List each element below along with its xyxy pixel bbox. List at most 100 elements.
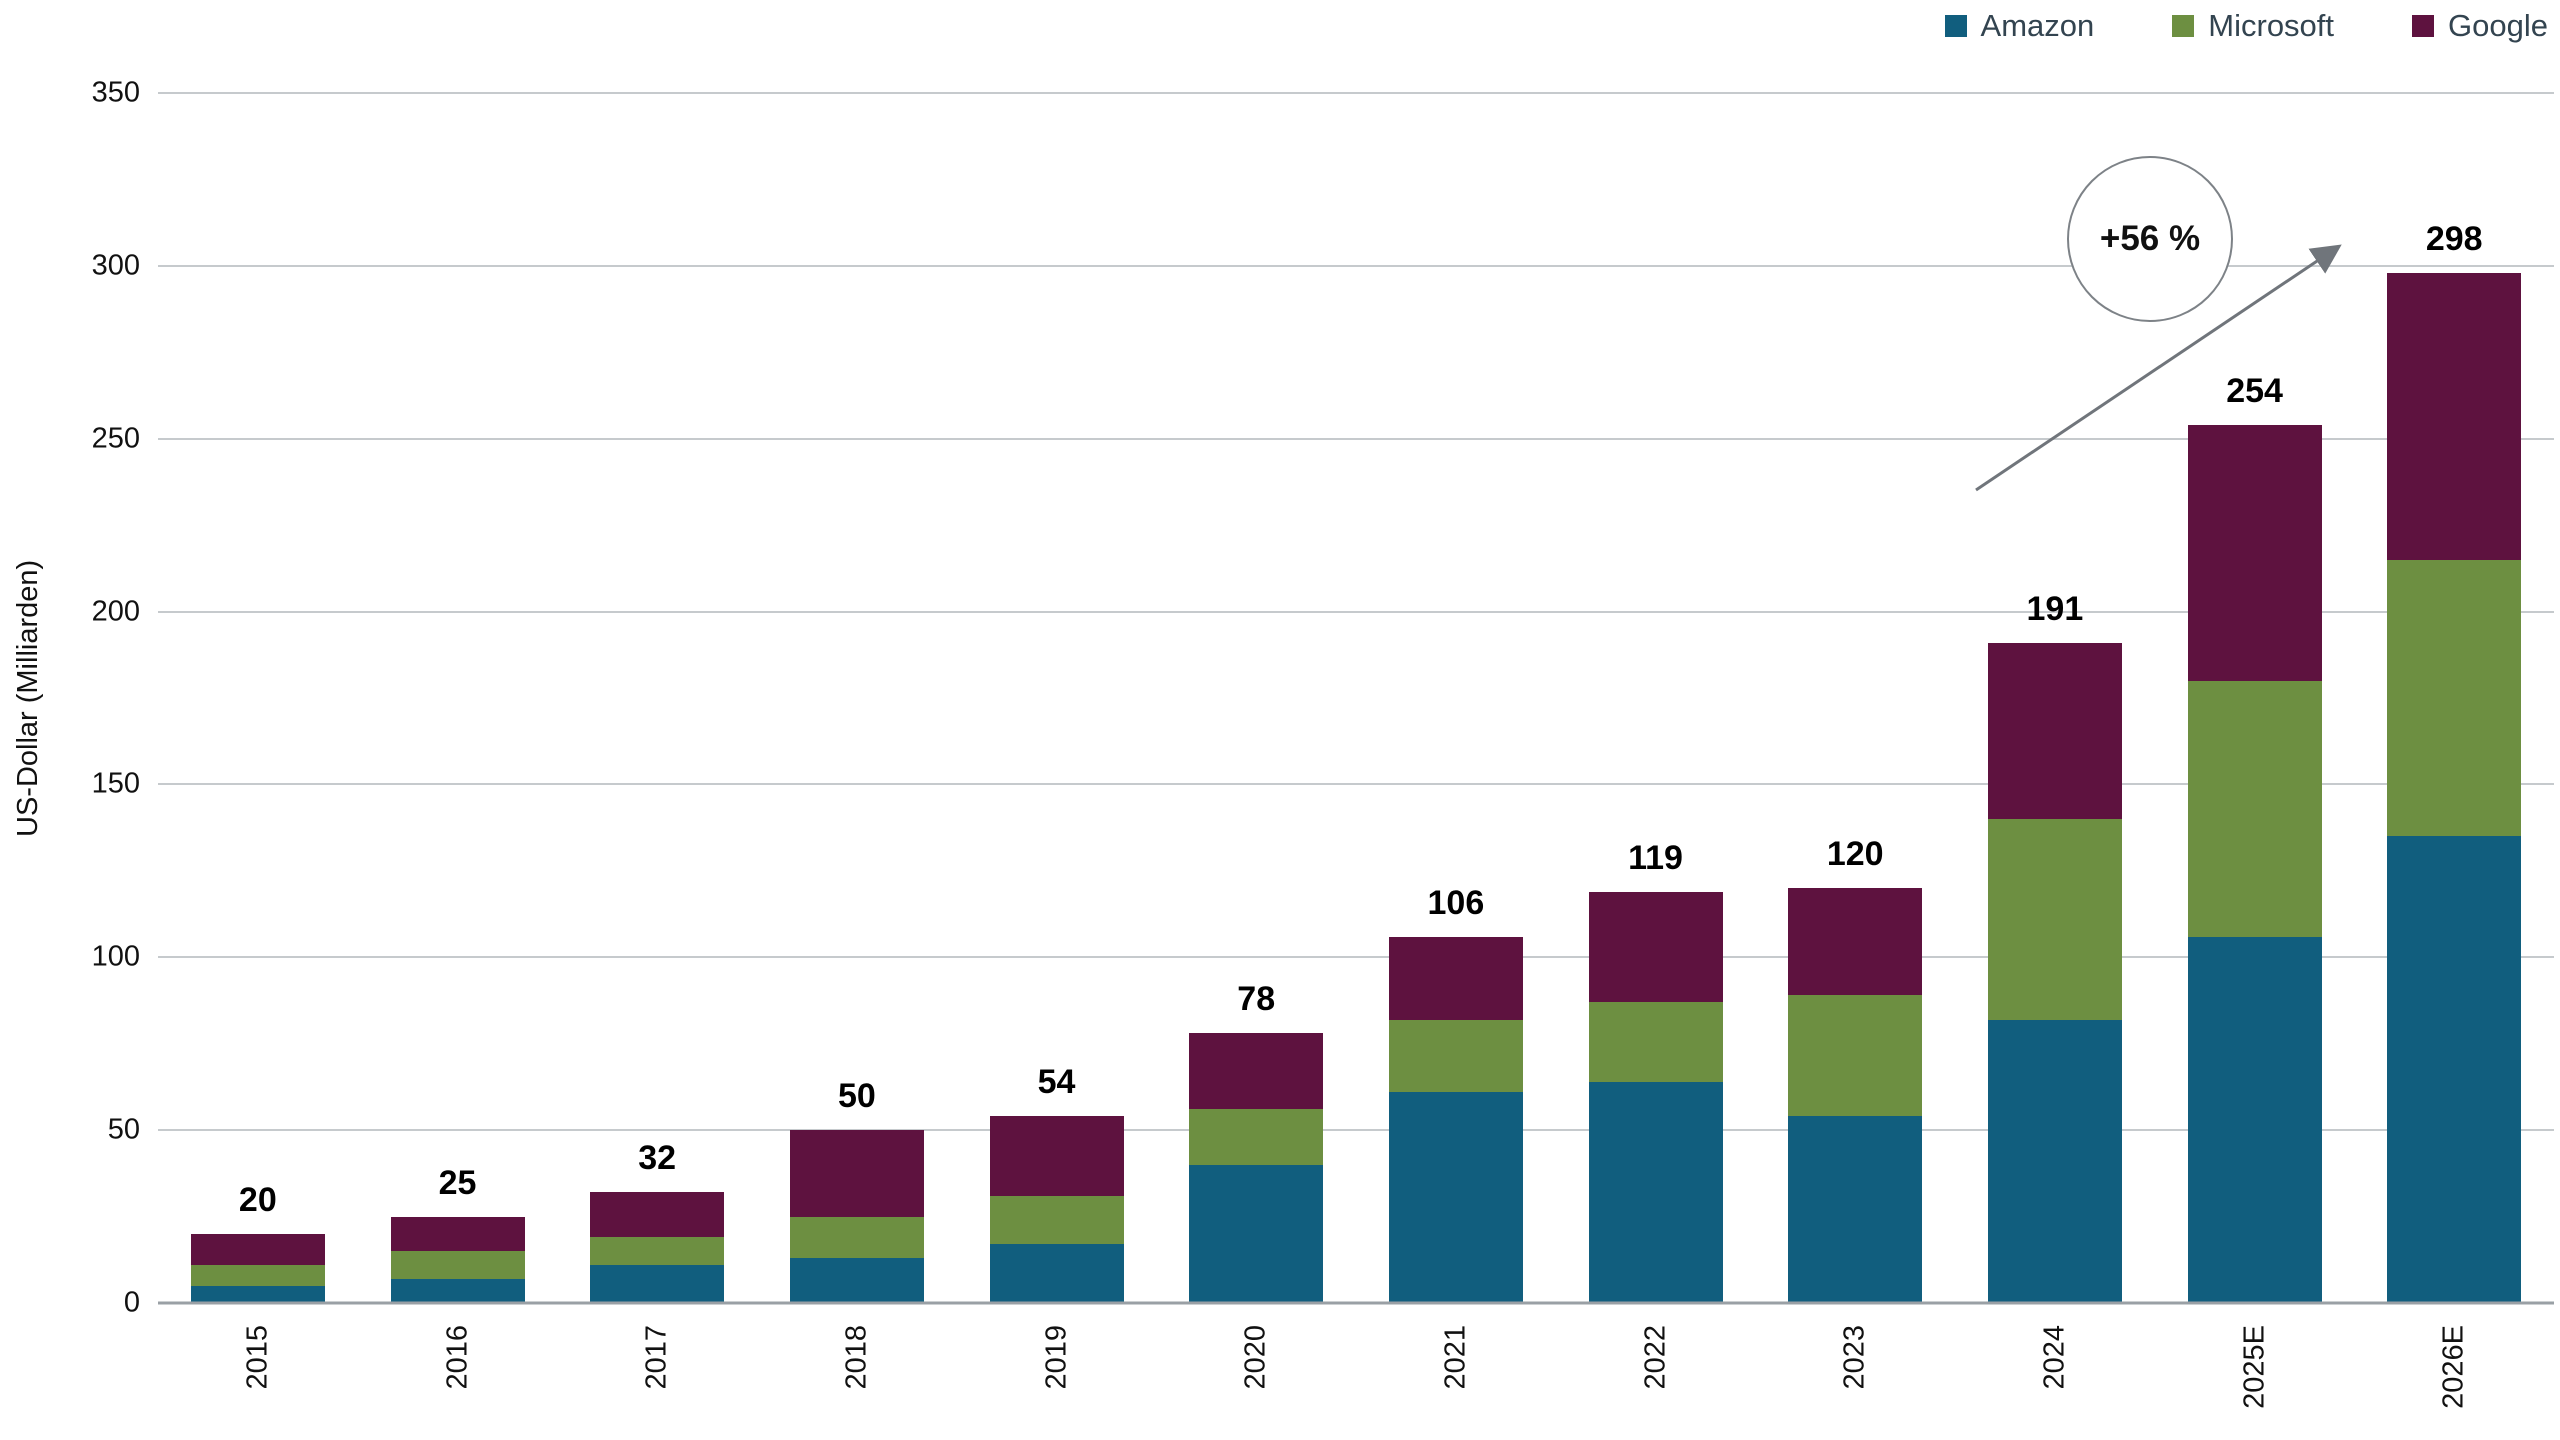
plot-area: 20 2015 25 2016 32 2017 50 2018 54 2019 78 2020 106 2… xyxy=(158,92,2554,1409)
bar-segment-google xyxy=(1588,891,1723,1003)
bar-segment-amazon xyxy=(2387,836,2522,1303)
bar-segment-amazon xyxy=(190,1285,325,1303)
bar-segment-microsoft xyxy=(390,1251,525,1279)
stacked-bar-2023 xyxy=(1788,888,1923,1303)
stacked-bar-2025e xyxy=(2187,424,2322,1303)
bar-segment-microsoft xyxy=(989,1195,1124,1245)
bar-total-label: 106 xyxy=(1427,883,1485,922)
y-tick-label: 350 xyxy=(91,76,140,109)
y-axis-title: US-Dollar (Milliarden) xyxy=(12,559,44,837)
legend-swatch-microsoft xyxy=(2172,15,2195,37)
bar-segment-google xyxy=(989,1116,1124,1196)
bar-segment-microsoft xyxy=(590,1237,725,1265)
legend-label: Amazon xyxy=(1980,8,2095,43)
bar-total-label: 25 xyxy=(438,1163,477,1202)
stacked-bar-2026e xyxy=(2387,272,2522,1303)
bar-segment-amazon xyxy=(1189,1164,1324,1303)
stacked-bar-2015 xyxy=(190,1233,325,1303)
stacked-bar-2024 xyxy=(1987,642,2122,1303)
bar-total-label: 191 xyxy=(2026,589,2084,628)
bar-total-label: 120 xyxy=(1826,835,1884,874)
bar-segment-amazon xyxy=(1388,1092,1523,1303)
bar-group-2025e: 254 2025E xyxy=(2155,93,2355,1409)
legend-swatch-amazon xyxy=(1944,15,1967,37)
stacked-bar-2021 xyxy=(1388,936,1523,1303)
bar-segment-amazon xyxy=(1788,1116,1923,1303)
x-axis-line xyxy=(158,1301,2554,1305)
bar-segment-microsoft xyxy=(1388,1019,1523,1093)
y-tick-label: 100 xyxy=(91,940,140,973)
x-tick-label: 2021 xyxy=(1439,1325,1472,1390)
bar-group-2016: 25 2016 xyxy=(358,93,558,1390)
bar-segment-google xyxy=(190,1233,325,1265)
stacked-bar-2019 xyxy=(989,1116,1124,1303)
bar-total-label: 119 xyxy=(1628,838,1683,877)
bar-group-2026e: 298 2026E xyxy=(2354,93,2554,1409)
bar-group-2021: 106 2021 xyxy=(1356,93,1556,1390)
bar-segment-amazon xyxy=(590,1264,725,1303)
bar-segment-amazon xyxy=(789,1258,924,1303)
x-tick-label: 2016 xyxy=(441,1325,473,1390)
bar-segment-google xyxy=(590,1192,725,1238)
bar-total-label: 20 xyxy=(238,1180,277,1219)
x-tick-label: 2026E xyxy=(2437,1325,2470,1409)
bar-group-2015: 20 2015 xyxy=(158,93,358,1390)
bar-total-label: 298 xyxy=(2425,219,2483,258)
bar-segment-amazon xyxy=(2187,936,2322,1303)
legend: Amazon Microsoft Google xyxy=(1944,8,2548,44)
bar-segment-google xyxy=(1788,888,1923,996)
x-tick-label: 2018 xyxy=(840,1325,873,1390)
bar-segment-google xyxy=(1987,642,2122,820)
bar-segment-google xyxy=(2187,424,2322,681)
bar-group-2020: 78 2020 xyxy=(1156,93,1356,1390)
legend-label: Google xyxy=(2448,8,2548,43)
y-tick-label: 200 xyxy=(91,595,140,628)
bar-segment-google xyxy=(789,1130,924,1217)
bar-group-2023: 120 2023 xyxy=(1755,93,1955,1390)
x-tick-label: 2023 xyxy=(1838,1325,1871,1390)
bar-total-label: 32 xyxy=(638,1139,677,1178)
y-tick-label: 250 xyxy=(91,422,140,455)
bar-segment-microsoft xyxy=(1588,1002,1723,1082)
gridline xyxy=(158,264,2554,267)
gridline xyxy=(158,610,2554,613)
bar-group-2019: 54 2019 xyxy=(957,93,1157,1390)
legend-item-microsoft: Microsoft xyxy=(2172,8,2334,44)
x-tick-label: 2024 xyxy=(2038,1325,2071,1390)
bar-segment-microsoft xyxy=(1987,819,2122,1020)
bar-group-2018: 50 2018 xyxy=(757,93,957,1390)
bar-segment-amazon xyxy=(1987,1019,2122,1303)
y-tick-label: 300 xyxy=(91,249,140,282)
y-tick-label: 150 xyxy=(91,767,140,800)
x-tick-label: 2025E xyxy=(2238,1325,2271,1409)
bar-group-2017: 32 2017 xyxy=(557,93,757,1390)
bar-segment-microsoft xyxy=(2387,559,2522,837)
bar-total-label: 50 xyxy=(837,1077,876,1116)
stacked-bar-2018 xyxy=(789,1130,924,1303)
legend-label: Microsoft xyxy=(2208,8,2335,43)
bar-total-label: 54 xyxy=(1037,1063,1076,1102)
gridline xyxy=(158,1129,2554,1132)
bar-segment-google xyxy=(1388,936,1523,1020)
stacked-bar-2020 xyxy=(1189,1033,1324,1303)
stacked-bar-2016 xyxy=(390,1216,525,1303)
bar-segment-microsoft xyxy=(2187,680,2322,937)
stacked-bar-2017 xyxy=(590,1192,725,1303)
legend-swatch-google xyxy=(2412,15,2435,37)
x-tick-label: 2015 xyxy=(241,1325,274,1390)
y-tick-label: 0 xyxy=(123,1286,140,1319)
bar-segment-amazon xyxy=(989,1244,1124,1303)
legend-item-amazon: Amazon xyxy=(1944,8,2095,44)
stacked-bar-2022 xyxy=(1588,891,1723,1303)
bar-segment-microsoft xyxy=(789,1216,924,1259)
x-tick-label: 2022 xyxy=(1639,1325,1672,1390)
bar-total-label: 254 xyxy=(2226,371,2283,410)
x-tick-label: 2017 xyxy=(640,1325,673,1390)
growth-annotation: +56 % xyxy=(2067,156,2233,322)
x-tick-label: 2019 xyxy=(1040,1325,1073,1390)
bar-segment-google xyxy=(390,1216,525,1252)
bar-segment-amazon xyxy=(390,1278,525,1303)
bar-group-2024: 191 2024 xyxy=(1955,93,2155,1390)
gridline xyxy=(158,92,2554,94)
growth-annotation-label: +56 % xyxy=(2099,219,2201,258)
